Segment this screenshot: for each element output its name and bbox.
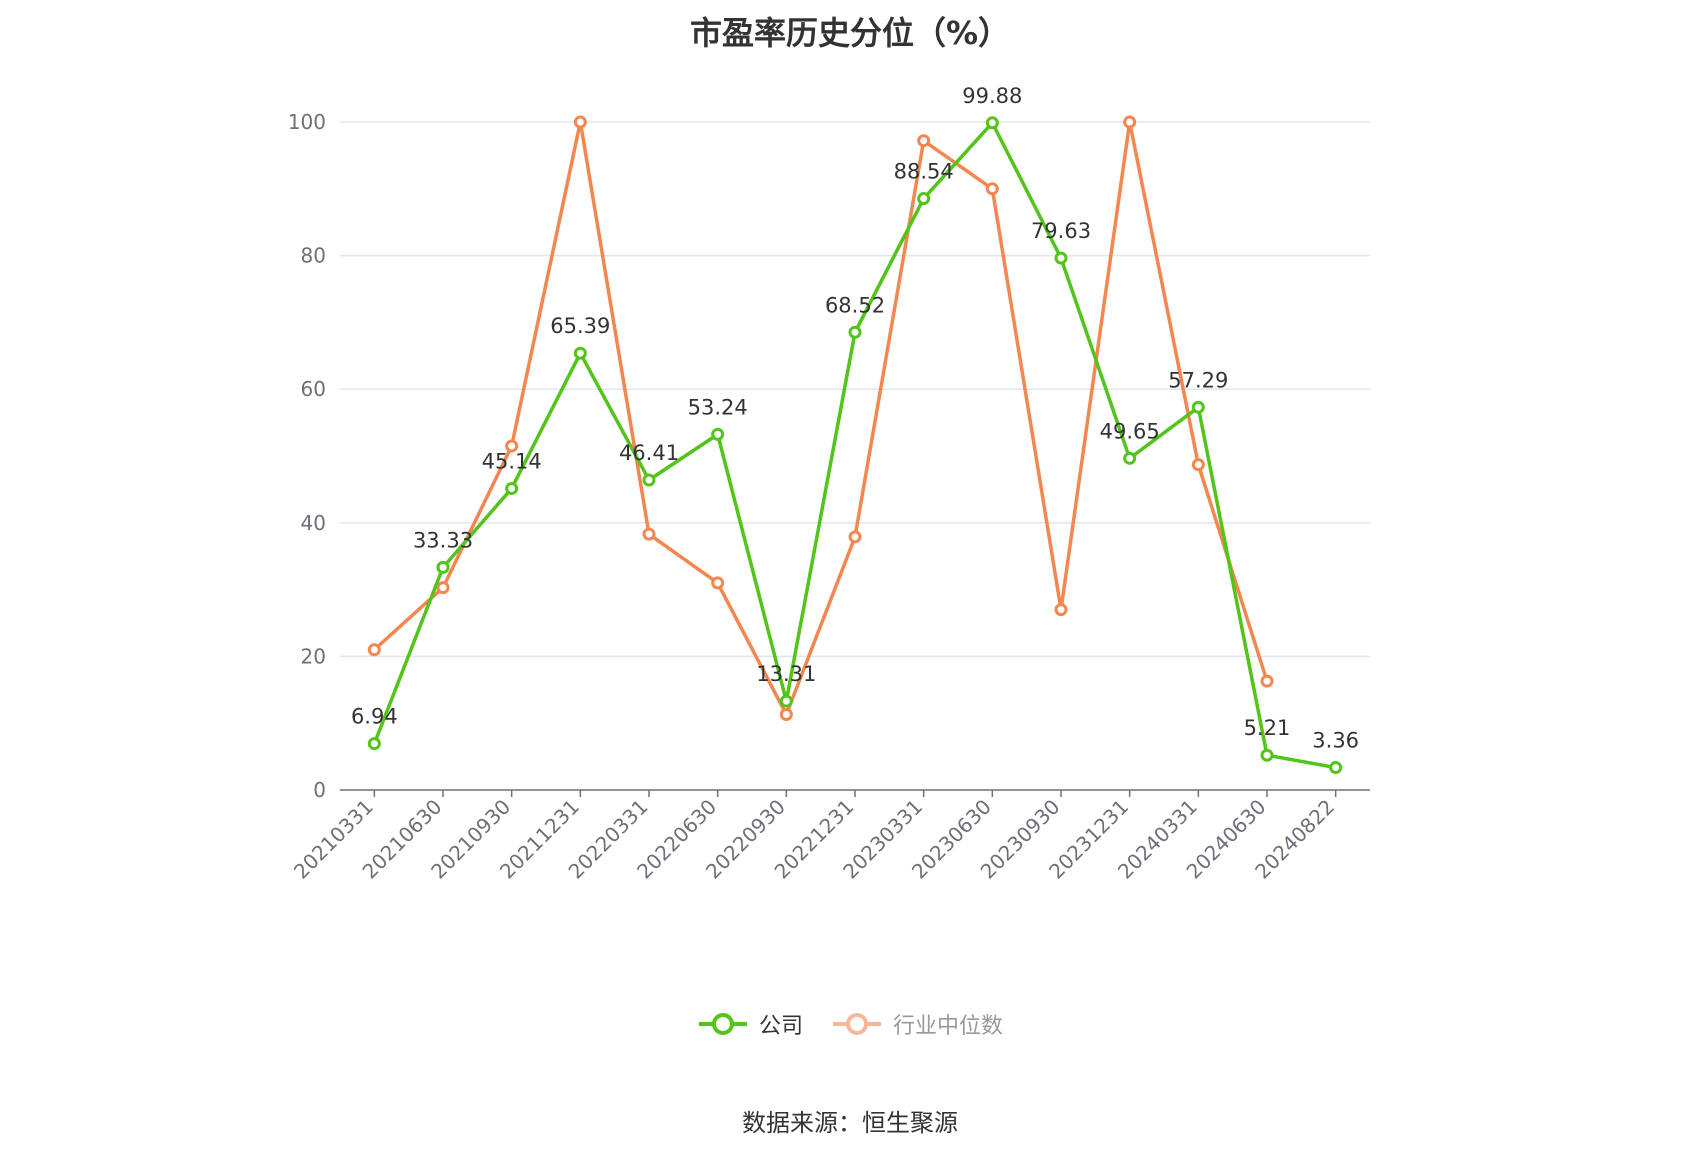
data-label: 53.24	[688, 395, 748, 419]
data-point-industry	[1123, 115, 1137, 129]
y-tick-label: 80	[301, 244, 326, 268]
data-label: 33.33	[413, 528, 473, 552]
data-label: 99.88	[962, 84, 1022, 108]
data-label: 79.63	[1031, 219, 1091, 243]
y-tick-label: 100	[288, 110, 326, 134]
data-point-company	[985, 116, 999, 130]
data-label: 6.94	[351, 705, 398, 729]
data-point-industry	[505, 439, 519, 453]
data-point-industry	[573, 115, 587, 129]
data-point-company	[1329, 761, 1343, 775]
legend-item-company[interactable]: 公司	[697, 1008, 803, 1040]
axes: 0204060801002021033120210630202109302021…	[288, 110, 1370, 884]
series-line-company	[372, 121, 1336, 770]
data-point-company	[642, 473, 656, 487]
data-point-company	[367, 737, 381, 751]
source-note: 数据来源：恒生聚源	[742, 1109, 958, 1137]
data-label: 3.36	[1312, 729, 1359, 753]
data-point-company	[779, 694, 793, 708]
data-label: 13.31	[756, 662, 816, 686]
data-point-company	[436, 560, 450, 574]
y-tick-label: 60	[301, 377, 326, 401]
data-point-industry	[1260, 674, 1274, 688]
y-tick-label: 0	[313, 778, 326, 802]
data-point-company	[848, 325, 862, 339]
data-label: 57.29	[1168, 368, 1228, 392]
data-point-company	[1191, 400, 1205, 414]
data-point-company	[505, 481, 519, 495]
data-label: 65.39	[550, 314, 610, 338]
data-point-company	[1054, 251, 1068, 265]
data-label: 49.65	[1100, 419, 1160, 443]
chart-title: 市盈率历史分位（%）	[689, 14, 1011, 52]
data-point-industry	[985, 182, 999, 196]
data-label: 88.54	[894, 160, 954, 184]
legend-label-company: 公司	[758, 1014, 803, 1039]
data-point-company	[573, 346, 587, 360]
data-point-company	[711, 427, 725, 441]
legend-label-industry: 行业中位数	[893, 1014, 1004, 1039]
y-tick-label: 40	[301, 511, 326, 535]
data-point-industry	[711, 576, 725, 590]
data-labels: 6.94 33.33 45.14 65.39 46.41 53.24 13.31 68.52 8…	[351, 84, 1359, 753]
data-point-industry	[367, 643, 381, 657]
data-point-industry	[848, 530, 862, 544]
data-point-industry	[917, 134, 931, 148]
series-lines	[367, 115, 1343, 775]
grid-lines	[340, 121, 1370, 658]
data-label: 45.14	[482, 449, 542, 473]
data-label: 5.21	[1244, 716, 1291, 740]
data-point-industry	[1191, 458, 1205, 472]
legend-industry-marker-icon	[833, 1013, 881, 1035]
legend: 公司 行业中位数	[0, 1008, 1700, 1040]
legend-company-marker-icon	[698, 1013, 747, 1035]
data-point-industry	[1054, 603, 1068, 617]
legend-item-industry[interactable]: 行业中位数	[831, 1008, 1003, 1040]
data-point-company	[1123, 451, 1137, 465]
data-point-company	[1260, 748, 1274, 762]
data-label: 46.41	[619, 441, 679, 465]
data-point-industry	[436, 581, 450, 595]
data-label: 68.52	[825, 293, 885, 317]
data-point-industry	[779, 708, 793, 722]
data-point-industry	[642, 527, 656, 541]
y-tick-label: 20	[301, 644, 326, 668]
series-line-industry	[373, 120, 1269, 717]
data-point-company	[917, 192, 931, 206]
